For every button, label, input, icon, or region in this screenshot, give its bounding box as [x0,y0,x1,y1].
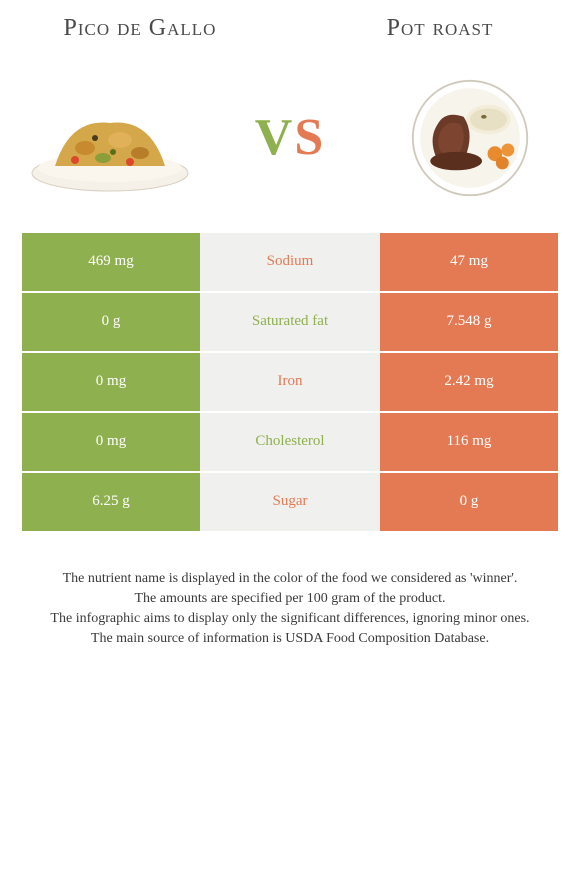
cell-label: Saturated fat [200,293,380,351]
table-row: 0 g Saturated fat 7.548 g [22,293,558,351]
footer-line: The nutrient name is displayed in the co… [22,569,558,589]
footer-notes: The nutrient name is displayed in the co… [0,533,580,650]
food-title-left: Pico de Gallo [40,15,240,43]
vs-label: VS [255,108,325,167]
table-row: 0 mg Cholesterol 116 mg [22,413,558,471]
table-row: 6.25 g Sugar 0 g [22,473,558,531]
table-row: 469 mg Sodium 47 mg [22,233,558,291]
cell-left: 6.25 g [22,473,200,531]
pico-de-gallo-icon [25,78,195,198]
food-image-right [380,73,560,203]
images-row: VS [0,48,580,233]
cell-right: 116 mg [380,413,558,471]
vs-v: V [255,109,295,166]
cell-left: 0 g [22,293,200,351]
cell-label: Sodium [200,233,380,291]
header: Pico de Gallo Pot roast [0,0,580,48]
cell-right: 47 mg [380,233,558,291]
vs-s: S [294,109,325,166]
cell-left: 0 mg [22,353,200,411]
footer-line: The infographic aims to display only the… [22,609,558,629]
food-image-left [20,73,200,203]
food-title-right: Pot roast [340,15,540,43]
cell-left: 469 mg [22,233,200,291]
cell-right: 0 g [380,473,558,531]
cell-label: Cholesterol [200,413,380,471]
footer-line: The main source of information is USDA F… [22,629,558,649]
comparison-table: 469 mg Sodium 47 mg 0 g Saturated fat 7.… [0,233,580,531]
pot-roast-icon [385,78,555,198]
cell-right: 2.42 mg [380,353,558,411]
cell-label: Iron [200,353,380,411]
cell-label: Sugar [200,473,380,531]
table-row: 0 mg Iron 2.42 mg [22,353,558,411]
cell-left: 0 mg [22,413,200,471]
footer-line: The amounts are specified per 100 gram o… [22,589,558,609]
cell-right: 7.548 g [380,293,558,351]
